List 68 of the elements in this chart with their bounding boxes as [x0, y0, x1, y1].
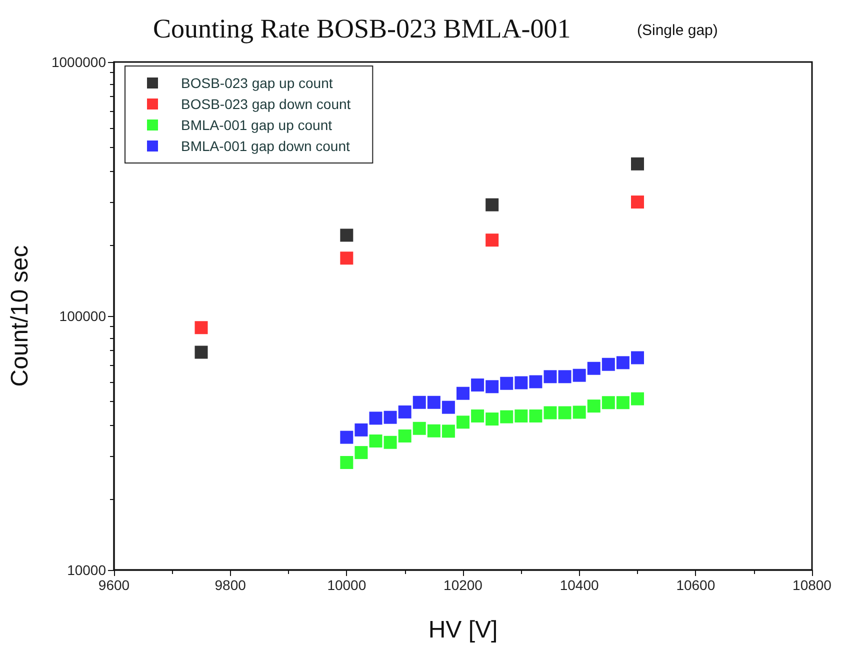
point: [514, 409, 528, 422]
point: [558, 370, 572, 384]
point: [514, 376, 528, 390]
y-axis-title: Count/10 sec: [6, 245, 34, 387]
point: [442, 400, 455, 414]
x-tick-label: 10800: [792, 577, 832, 593]
chart-title: Counting Rate BOSB-023 BMLA-001: [153, 14, 571, 44]
point: [340, 228, 354, 242]
x-tick-label: 10600: [676, 577, 716, 593]
point: [631, 392, 644, 406]
x-tick-label: 10000: [327, 577, 366, 593]
point: [369, 434, 382, 448]
point: [572, 406, 586, 419]
point: [412, 422, 426, 435]
point: [587, 400, 600, 413]
point: [529, 409, 542, 422]
point: [631, 196, 644, 209]
x-tick-label: 9800: [214, 577, 246, 593]
legend-label: BMLA-001 gap down count: [181, 138, 350, 154]
legend-label: BOSB-023 gap up count: [181, 75, 333, 91]
point: [486, 234, 499, 247]
point: [340, 456, 354, 469]
point: [558, 406, 572, 420]
legend-label: BOSB-023 gap down count: [181, 96, 351, 112]
x-tick-label: 9600: [98, 577, 130, 593]
point: [631, 157, 644, 170]
point: [529, 375, 542, 388]
point: [194, 321, 208, 334]
x-tick-label: 10400: [560, 577, 600, 593]
point: [486, 412, 499, 426]
point: [500, 410, 514, 424]
point: [398, 429, 412, 442]
point: [486, 198, 499, 212]
point: [340, 430, 354, 444]
point: [456, 416, 470, 429]
point: [369, 412, 382, 425]
x-axis-title: HV [V]: [428, 616, 498, 644]
legend-label: BMLA-001 gap up count: [181, 117, 332, 133]
point: [471, 378, 484, 392]
point: [456, 386, 470, 400]
point: [486, 380, 499, 394]
point: [427, 424, 440, 438]
y-tick-label: 100000: [59, 308, 106, 324]
point: [384, 410, 397, 424]
x-tick-label: 10200: [444, 577, 483, 593]
point: [412, 396, 426, 409]
y-tick-label: 10000: [67, 562, 106, 578]
point: [354, 446, 368, 460]
point: [572, 368, 586, 382]
point: [398, 405, 412, 418]
point: [471, 409, 484, 422]
point: [354, 423, 368, 436]
point: [442, 424, 455, 438]
point: [616, 396, 630, 410]
point: [340, 252, 354, 265]
point: [544, 370, 557, 384]
point: [631, 351, 644, 364]
point: [587, 362, 600, 375]
point: [602, 396, 615, 410]
point: [427, 396, 440, 409]
point: [602, 358, 615, 371]
y-tick-label: 1000000: [51, 54, 106, 70]
point: [544, 406, 557, 420]
point: [194, 346, 208, 359]
point: [616, 356, 630, 370]
point: [500, 376, 514, 390]
chart-subtitle: (Single gap): [637, 22, 718, 39]
point: [384, 436, 397, 449]
